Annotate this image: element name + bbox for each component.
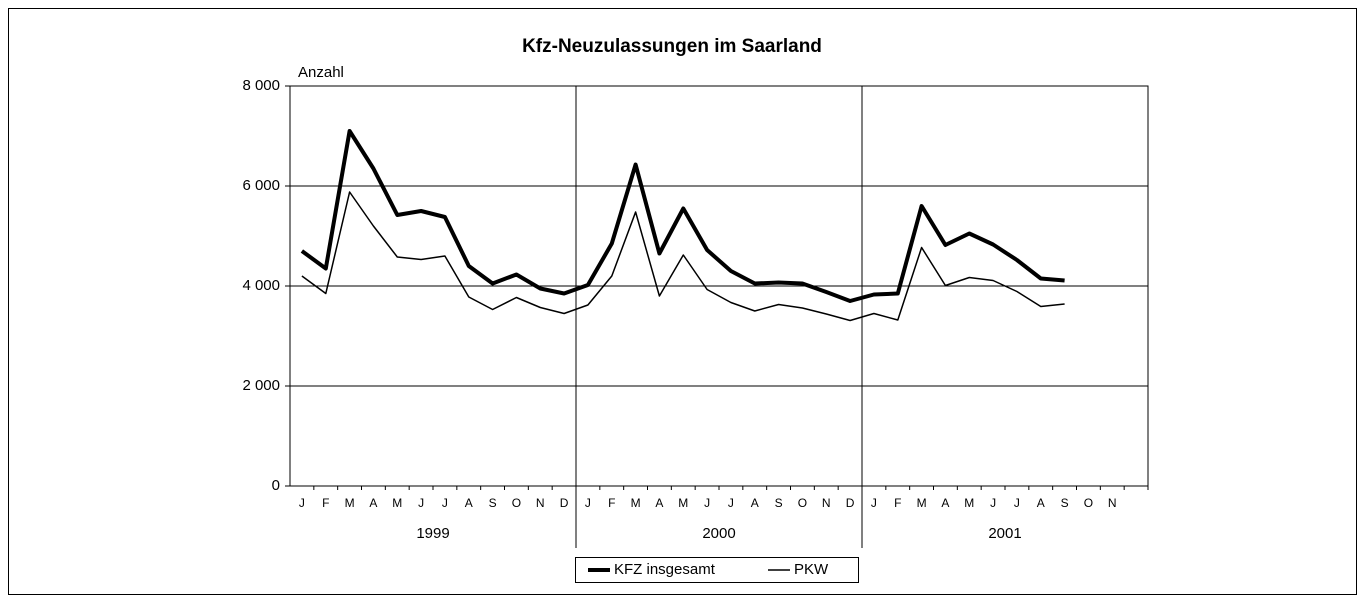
x-tick-label: N xyxy=(536,496,545,510)
x-tick-label: D xyxy=(846,496,855,510)
x-tick-label: F xyxy=(608,496,615,510)
chart-frame xyxy=(8,8,1357,595)
x-tick-label: S xyxy=(1061,496,1069,510)
x-tick-label: J xyxy=(299,496,305,510)
x-tick-label: M xyxy=(631,496,641,510)
year-label: 1999 xyxy=(416,525,449,542)
x-tick-label: J xyxy=(728,496,734,510)
y-tick-label: 0 xyxy=(272,477,280,494)
x-tick-label: F xyxy=(322,496,329,510)
chart-title: Kfz-Neuzulassungen im Saarland xyxy=(522,36,822,57)
x-tick-label: S xyxy=(489,496,497,510)
x-tick-label: M xyxy=(678,496,688,510)
x-tick-label: M xyxy=(964,496,974,510)
series-line xyxy=(301,191,1065,322)
x-tick-label: N xyxy=(1108,496,1117,510)
y-tick-label: 2 000 xyxy=(242,377,280,394)
x-tick-label: M xyxy=(345,496,355,510)
y-tick-label: 4 000 xyxy=(242,277,280,294)
year-label: 2001 xyxy=(988,525,1021,542)
series-line xyxy=(300,129,1065,303)
x-tick-label: J xyxy=(418,496,424,510)
y-tick-label: 8 000 xyxy=(242,77,280,94)
year-label: 2000 xyxy=(702,525,735,542)
x-tick-label: M xyxy=(392,496,402,510)
x-tick-label: J xyxy=(990,496,996,510)
x-tick-label: A xyxy=(751,496,759,510)
x-tick-label: A xyxy=(465,496,473,510)
x-tick-label: D xyxy=(560,496,569,510)
x-tick-label: O xyxy=(1084,496,1093,510)
y-tick-label: 6 000 xyxy=(242,177,280,194)
legend-label: PKW xyxy=(794,561,829,578)
x-tick-label: N xyxy=(822,496,831,510)
x-tick-label: A xyxy=(369,496,377,510)
x-tick-label: A xyxy=(941,496,949,510)
x-tick-label: J xyxy=(871,496,877,510)
legend-label: KFZ insgesamt xyxy=(614,561,716,578)
x-tick-label: A xyxy=(1037,496,1045,510)
legend-box xyxy=(575,557,859,583)
x-tick-label: S xyxy=(775,496,783,510)
y-axis-label: Anzahl xyxy=(298,64,344,81)
x-tick-label: J xyxy=(442,496,448,510)
x-tick-label: J xyxy=(704,496,710,510)
x-tick-label: O xyxy=(512,496,521,510)
x-tick-label: A xyxy=(655,496,663,510)
x-tick-label: J xyxy=(1014,496,1020,510)
x-tick-label: J xyxy=(585,496,591,510)
x-tick-label: F xyxy=(894,496,901,510)
x-tick-label: M xyxy=(917,496,927,510)
x-tick-label: O xyxy=(798,496,807,510)
